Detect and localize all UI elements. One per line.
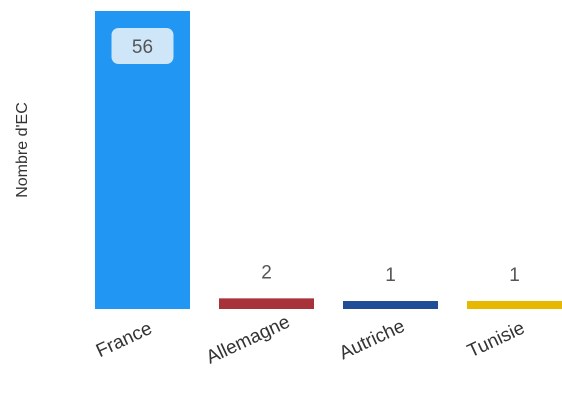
value-label-autriche: 1 <box>385 265 396 286</box>
value-label-france: 56 <box>132 37 153 58</box>
x-tick-label-allemagne: Allemagne <box>203 312 293 369</box>
x-tick-label-autriche: Autriche <box>336 316 408 364</box>
bar-allemagne[interactable] <box>219 298 314 309</box>
x-tick-label-tunisie: Tunisie <box>464 318 528 363</box>
x-tick-label-france: France <box>93 318 155 362</box>
value-label-tunisie: 1 <box>509 265 520 286</box>
x-tick-labels-group: France Allemagne Autriche Tunisie <box>93 312 528 369</box>
y-axis-label: Nombre d'EC <box>14 102 31 198</box>
bar-tunisie[interactable] <box>467 301 562 309</box>
value-label-allemagne: 2 <box>261 262 272 283</box>
value-labels-group: 56 2 1 1 <box>111 28 520 286</box>
value-label-background-france <box>111 28 174 64</box>
bar-autriche[interactable] <box>343 301 438 309</box>
